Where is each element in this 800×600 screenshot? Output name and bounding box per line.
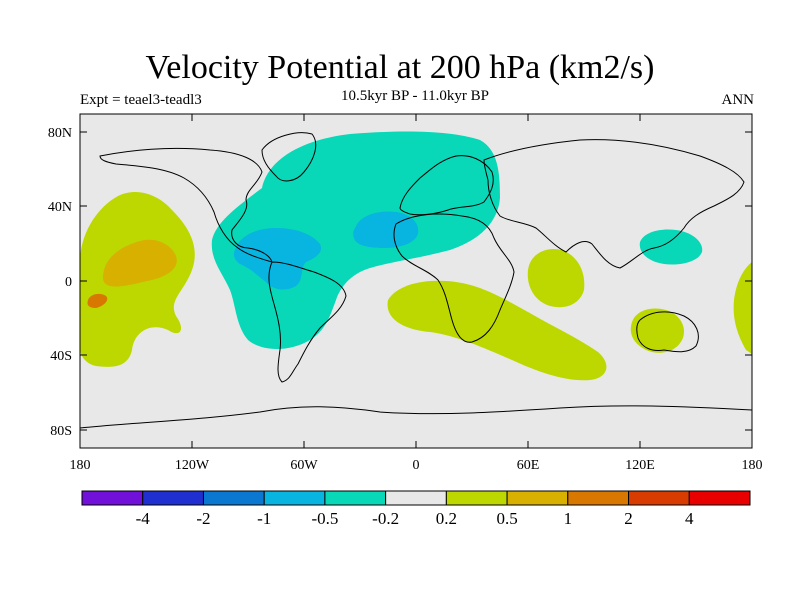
y-tick-label: 80S: [50, 424, 72, 439]
colorbar-swatch: [263, 490, 326, 506]
map-title: Velocity Potential at 200 hPa (km2/s): [145, 49, 655, 86]
x-tick-label: 120W: [175, 458, 210, 473]
season-label: ANN: [721, 92, 755, 108]
map-subtitle: 10.5kyr BP - 11.0kyr BP: [340, 88, 490, 104]
axis-ticks: [79, 114, 753, 448]
colorbar-swatch: [385, 490, 447, 506]
colorbar-swatch: [324, 490, 387, 506]
x-tick-label: 120E: [625, 458, 655, 473]
colorbar-swatch: [81, 490, 144, 506]
colorbar-label: -2: [196, 509, 210, 528]
contour-caribbean-core: [233, 228, 322, 290]
colorbar-label: 0.2: [436, 509, 457, 528]
experiment-label: Expt = teael3-teadl3: [80, 92, 202, 108]
continent-outlines: [79, 132, 753, 429]
y-tick-label: 40N: [48, 200, 72, 215]
contour-fills: [80, 131, 752, 381]
colorbar-swatch: [628, 490, 690, 506]
contour-pacific-small: [87, 293, 108, 308]
colorbar: -4 -2 -1 -0.5 -0.2 0.2 0.5 1 2 4: [81, 490, 751, 528]
colorbar-label: 4: [685, 509, 694, 528]
contour-indian-positive: [527, 248, 585, 308]
y-tick-label: 0: [65, 275, 72, 290]
contour-australia-positive: [630, 308, 685, 353]
colorbar-label: -0.2: [372, 509, 399, 528]
north-america-outline: [99, 147, 273, 263]
antarctica-outline: [79, 405, 753, 429]
colorbar-swatch: [688, 490, 751, 506]
x-tick-label: 180: [742, 458, 763, 473]
contour-east-edge-positive: [733, 262, 752, 354]
colorbar-label: -0.5: [311, 509, 338, 528]
colorbar-label: 1: [564, 509, 573, 528]
australia-outline: [636, 311, 699, 353]
colorbar-label: -1: [257, 509, 271, 528]
contour-pacific-core: [102, 239, 177, 287]
x-tick-label: 60W: [290, 458, 318, 473]
colorbar-swatch: [506, 490, 569, 506]
colorbar-swatch: [202, 490, 265, 506]
colorbar-swatch: [445, 490, 508, 506]
colorbar-label: 2: [624, 509, 633, 528]
asia-outline: [483, 139, 745, 269]
x-tick-label: 60E: [517, 458, 540, 473]
colorbar-swatch: [567, 490, 630, 506]
europe-outline: [399, 155, 494, 216]
y-tick-label: 80N: [48, 126, 72, 141]
colorbar-label: -4: [136, 509, 151, 528]
africa-outline: [393, 213, 515, 343]
contour-south-atlantic-positive: [387, 280, 607, 381]
south-america-outline: [268, 261, 347, 383]
colorbar-label: 0.5: [496, 509, 517, 528]
x-tick-label: 0: [413, 458, 420, 473]
x-tick-label: 180: [70, 458, 91, 473]
greenland-outline: [261, 132, 317, 182]
colorbar-swatch: [142, 490, 204, 506]
contour-west-pacific-negative: [639, 229, 703, 265]
y-tick-label: 40S: [50, 349, 72, 364]
